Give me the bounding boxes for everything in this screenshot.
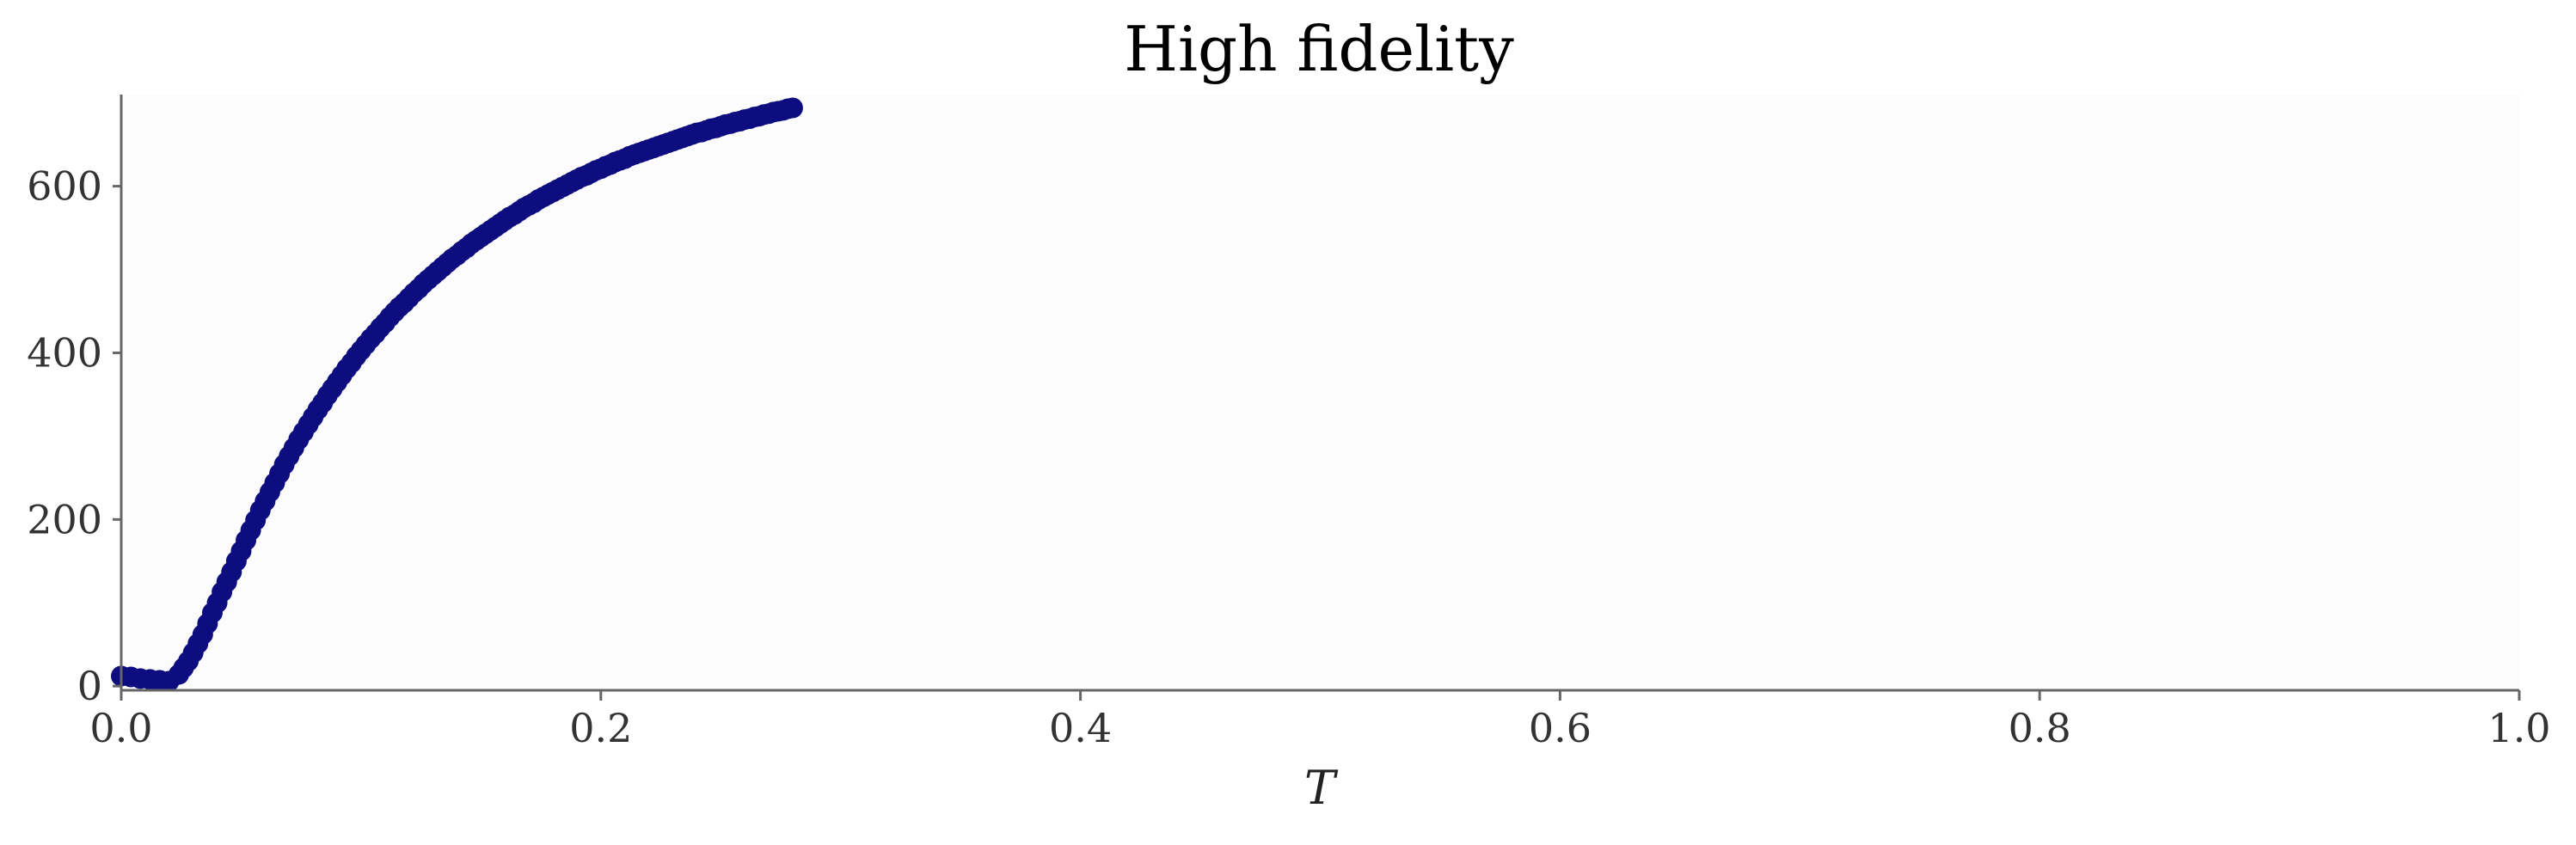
data-point: [782, 97, 803, 119]
plot-background: [121, 95, 2519, 690]
x-tick-label: 0.2: [569, 705, 632, 751]
y-tick-label: 600: [27, 163, 102, 210]
y-tick-label: 200: [27, 496, 102, 542]
x-axis-label: T: [1304, 761, 1339, 815]
y-ticks: 0 200 400 600: [27, 163, 121, 709]
x-tick-label: 0.4: [1049, 705, 1112, 751]
chart-title: High fidelity: [1124, 13, 1514, 85]
x-tick-label: 1.0: [2487, 705, 2550, 751]
data-points: [111, 97, 803, 692]
x-tick-label: 0.8: [2009, 705, 2071, 751]
x-tick-label: 0.6: [1529, 705, 1592, 751]
y-tick-label: 0: [77, 663, 102, 709]
x-ticks: 0.0 0.2 0.4 0.6 0.8 1.0: [89, 690, 2551, 751]
x-tick-label: 0.0: [89, 705, 152, 751]
y-tick-label: 400: [27, 329, 102, 376]
